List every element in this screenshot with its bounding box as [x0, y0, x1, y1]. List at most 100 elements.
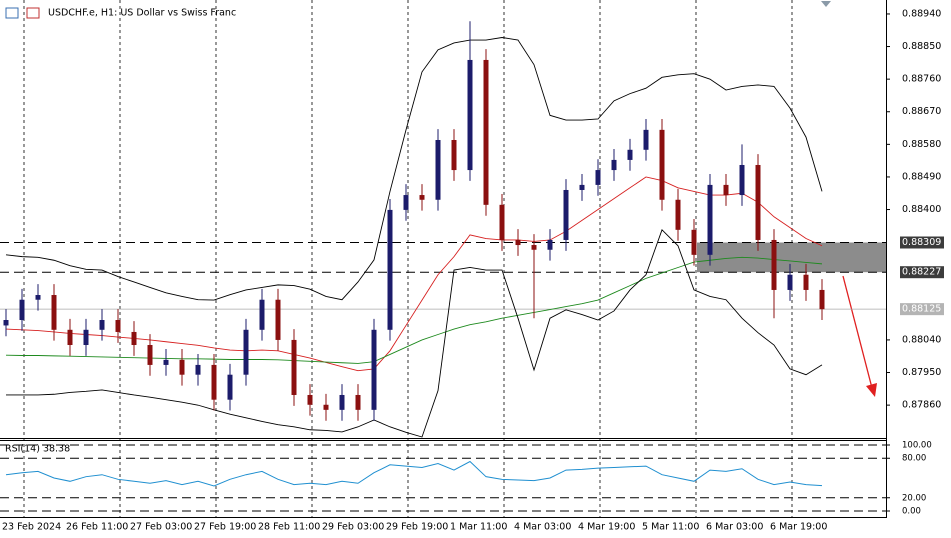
- candle-body: [83, 329, 89, 346]
- candle-body: [67, 329, 73, 346]
- y-tick-label: 80.00: [902, 454, 926, 464]
- y-tick-label: 0.00: [902, 507, 921, 517]
- candle-body: [787, 274, 793, 290]
- candle-body: [291, 339, 297, 395]
- candle-body: [819, 289, 825, 310]
- candle-body: [51, 295, 57, 330]
- x-tick-label: 4 Mar 19:00: [578, 522, 635, 533]
- candle-body: [707, 184, 713, 255]
- zone: [697, 242, 886, 273]
- candle-body: [179, 359, 185, 375]
- level-label: 0.88227: [902, 267, 941, 278]
- y-tick-label: 100.00: [902, 441, 932, 451]
- y-tick-label: 0.88490: [902, 171, 941, 182]
- candle-body: [403, 195, 409, 210]
- candle-body: [275, 299, 281, 340]
- projection-arrow: [842, 275, 877, 397]
- candle-body: [387, 209, 393, 330]
- x-tick-label: 27 Feb 03:00: [130, 522, 192, 533]
- x-tick-label: 5 Mar 11:00: [642, 522, 699, 533]
- x-tick-label: 23 Feb 2024: [2, 522, 61, 533]
- level-label: 0.88309: [902, 237, 941, 248]
- arrow-head: [866, 383, 877, 397]
- y-tick-label: 0.88580: [902, 139, 941, 150]
- candle-body: [371, 329, 377, 410]
- candle-body: [611, 159, 617, 171]
- candle-body: [35, 295, 41, 300]
- shift-marker: [821, 1, 831, 7]
- candle-body: [451, 139, 457, 171]
- candle-body: [227, 374, 233, 400]
- candle-body: [99, 320, 105, 330]
- candle-body: [467, 59, 473, 171]
- candle-body: [323, 404, 329, 410]
- indicator-line: [5, 256, 823, 364]
- candle-body: [163, 359, 169, 365]
- icon: [5, 7, 19, 19]
- icon: [26, 7, 40, 19]
- indicator-line: [5, 37, 823, 301]
- candle-body: [3, 320, 9, 326]
- level-label-box: [900, 266, 944, 279]
- candle-body: [435, 139, 441, 200]
- candle-body: [339, 394, 345, 410]
- y-tick-label: 0.87860: [902, 400, 941, 411]
- x-tick-label: 6 Mar 19:00: [770, 522, 827, 533]
- y-tick-label: 20.00: [902, 493, 926, 503]
- candle-body: [627, 149, 633, 160]
- candle-body: [739, 164, 745, 196]
- y-tick-label: 0.87950: [902, 367, 941, 378]
- indicator-line: [5, 176, 823, 372]
- candle-body: [659, 129, 665, 200]
- candle-body: [115, 320, 121, 332]
- last-price-box: [900, 303, 944, 316]
- candle-body: [259, 299, 265, 330]
- candle-body: [131, 331, 137, 346]
- candle-body: [499, 204, 505, 240]
- x-tick-label: 4 Mar 03:00: [514, 522, 571, 533]
- candle-body: [531, 245, 537, 250]
- candle-body: [307, 394, 313, 405]
- candle-body: [755, 164, 761, 240]
- y-tick-label: 0.88940: [902, 8, 941, 19]
- level-label-box: [900, 236, 944, 249]
- candle-body: [771, 239, 777, 290]
- candle-body: [195, 364, 201, 375]
- x-tick-label: 28 Feb 11:00: [258, 522, 320, 533]
- candle-body: [19, 299, 25, 321]
- x-tick-label: 26 Feb 11:00: [66, 522, 128, 533]
- candle-body: [723, 184, 729, 196]
- candle-body: [547, 239, 553, 250]
- candle-body: [419, 195, 425, 200]
- x-tick-label: 1 Mar 11:00: [450, 522, 507, 533]
- frame: [0, 0, 887, 518]
- y-tick-label: 0.88400: [902, 204, 941, 215]
- y-tick-label: 0.88040: [902, 334, 941, 345]
- candle-body: [483, 59, 489, 205]
- candle-body: [643, 129, 649, 150]
- rsi-title: RSI(14) 38.38: [5, 444, 70, 455]
- chart-title: USDCHF.e, H1: US Dollar vs Swiss Franc: [48, 8, 236, 19]
- y-tick-label: 0.88760: [902, 74, 941, 85]
- y-tick-label: 0.88850: [902, 41, 941, 52]
- x-tick-label: 6 Mar 03:00: [706, 522, 763, 533]
- candle-body: [211, 364, 217, 400]
- candle-body: [355, 394, 361, 410]
- last-price-label: 0.88125: [902, 304, 941, 315]
- candle-body: [147, 345, 153, 365]
- candle-body: [579, 184, 585, 190]
- x-tick-label: 29 Feb 19:00: [386, 522, 448, 533]
- arrow-line: [842, 275, 873, 389]
- y-tick-label: 0.88670: [902, 106, 941, 117]
- candle-body: [563, 189, 569, 240]
- candle-body: [243, 329, 249, 375]
- x-tick-label: 27 Feb 19:00: [194, 522, 256, 533]
- candle-body: [595, 170, 601, 185]
- candle-body: [803, 274, 809, 290]
- x-tick-label: 29 Feb 03:00: [322, 522, 384, 533]
- candle-body: [515, 239, 521, 246]
- candle-body: [691, 229, 697, 255]
- rsi-line: [5, 460, 823, 487]
- candle-body: [675, 199, 681, 230]
